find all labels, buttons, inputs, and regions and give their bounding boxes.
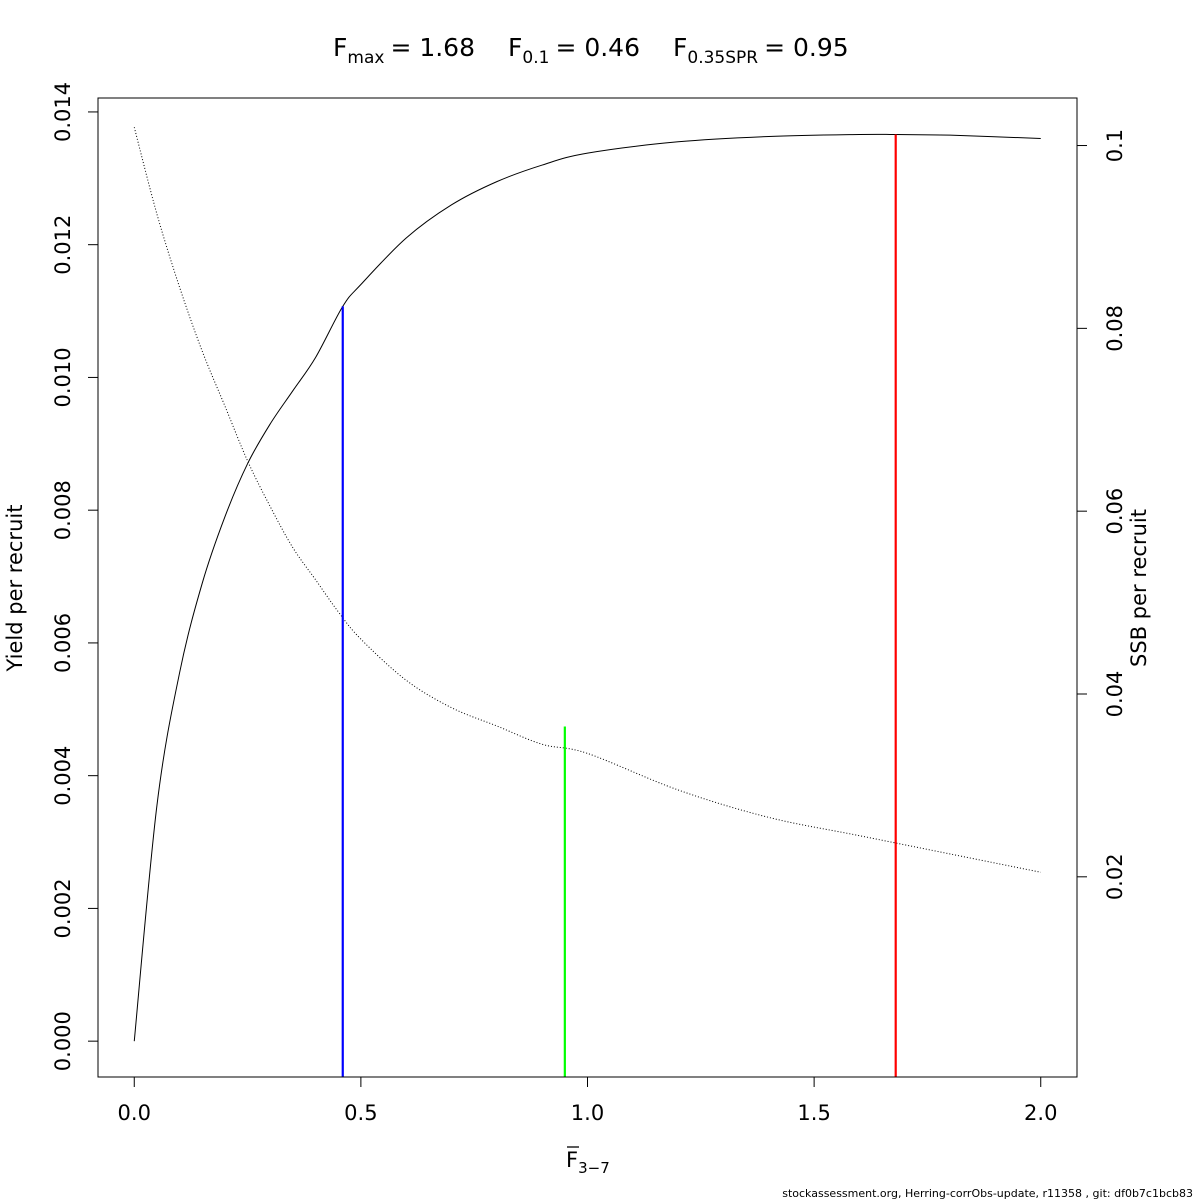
reference-lines-layer xyxy=(341,134,897,1077)
y-axis-right: 0.02 0.04 0.06 0.08 0.1 xyxy=(1076,129,1127,900)
title-fspr-sub: 0.35SPR xyxy=(687,48,758,68)
x-tick-label: 1.0 xyxy=(571,1101,604,1125)
y-right-tick-label: 0.02 xyxy=(1103,853,1127,900)
yield-per-recruit-line xyxy=(133,133,1041,1042)
chart-title: Fmax = 1.68 F0.1 = 0.46 F0.35SPR = 0.95 xyxy=(333,33,849,68)
y-left-tick-label: 0.010 xyxy=(51,347,75,407)
y-axis-left-label: Yield per recruit xyxy=(3,505,27,673)
y-left-tick-label: 0.004 xyxy=(51,746,75,806)
y-axis-left: 0.000 0.002 0.004 0.006 0.008 0.010 0.012 0.014 xyxy=(51,82,99,1071)
title-f01-value: = 0.46 xyxy=(555,33,640,62)
y-left-tick-label: 0.012 xyxy=(51,215,75,275)
title-fmax-sub: max xyxy=(347,48,384,68)
x-axis-label-base: F xyxy=(566,1148,578,1172)
x-axis: 0.0 0.5 1.0 1.5 2.0 xyxy=(118,1076,1057,1125)
ssb-per-recruit-line xyxy=(133,127,1041,873)
title-fmax-value: = 1.68 xyxy=(390,33,475,62)
plot-frame xyxy=(97,97,1078,1078)
y-left-tick-label: 0.000 xyxy=(51,1011,75,1071)
y-left-tick-label: 0.014 xyxy=(51,82,75,142)
series-layer xyxy=(133,127,1041,1042)
x-tick-label: 0.5 xyxy=(344,1101,377,1125)
title-f01-base: F xyxy=(508,33,522,62)
x-tick-label: 0.0 xyxy=(118,1101,151,1125)
title-fspr-base: F xyxy=(673,33,687,62)
title-f01-sub: 0.1 xyxy=(522,48,549,68)
y-right-tick-label: 0.1 xyxy=(1103,129,1127,162)
x-tick-label: 1.5 xyxy=(797,1101,830,1125)
title-fmax-base: F xyxy=(333,33,347,62)
title-fspr-value: = 0.95 xyxy=(764,33,849,62)
y-left-tick-label: 0.008 xyxy=(51,480,75,540)
y-left-tick-label: 0.002 xyxy=(51,878,75,938)
y-axis-right-label: SSB per recruit xyxy=(1127,509,1151,667)
y-right-tick-label: 0.06 xyxy=(1103,488,1127,535)
footer-text: stockassessment.org, Herring-corrObs-upd… xyxy=(782,1187,1193,1200)
x-axis-label-sub: 3−7 xyxy=(578,1159,610,1177)
x-tick-label: 2.0 xyxy=(1024,1101,1057,1125)
y-left-tick-label: 0.006 xyxy=(51,613,75,673)
x-axis-label: F3−7 xyxy=(566,1148,610,1177)
y-right-tick-label: 0.04 xyxy=(1103,671,1127,718)
y-right-tick-label: 0.08 xyxy=(1103,305,1127,352)
